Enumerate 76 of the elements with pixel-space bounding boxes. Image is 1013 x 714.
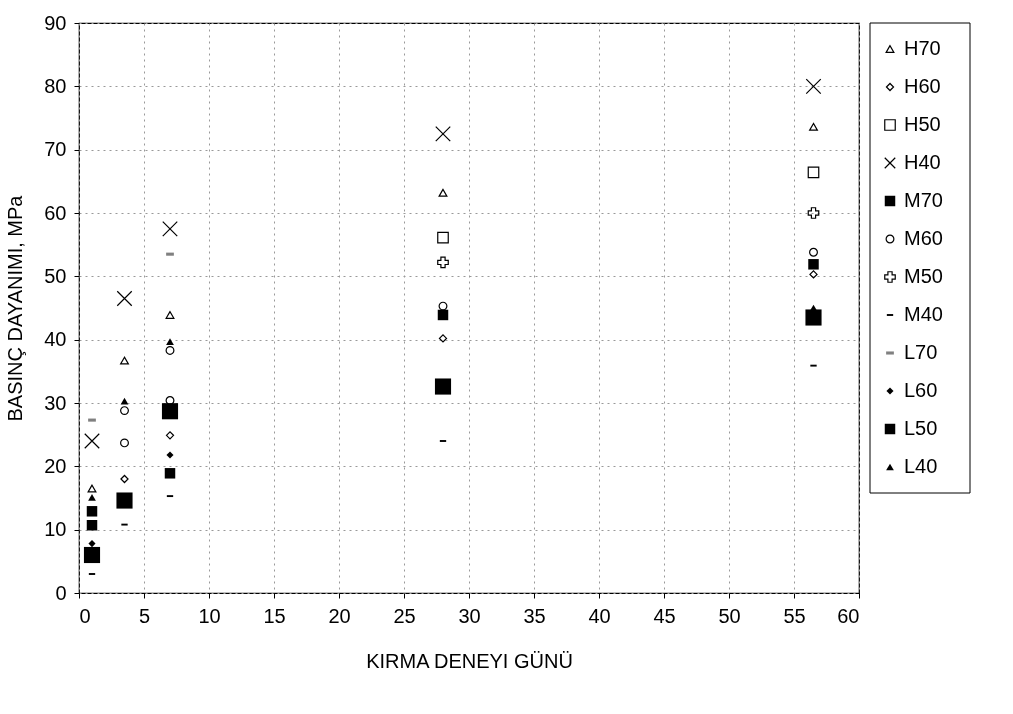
point (166, 451, 174, 459)
y-tick-label: 0 (55, 581, 67, 604)
x-tick-label: 35 (523, 604, 546, 627)
point (120, 438, 129, 448)
y-tick-label: 30 (44, 391, 67, 414)
point (166, 338, 174, 345)
point (164, 468, 176, 479)
point (438, 188, 448, 197)
x-tick-label: 45 (653, 604, 676, 627)
point (116, 492, 133, 509)
point (435, 125, 451, 142)
x-tick-label: 55 (783, 604, 806, 627)
x-tick-label: 15 (263, 604, 286, 627)
x-axis-title: KIRMA DENEYI GÜNÜ (366, 649, 573, 672)
point (120, 397, 129, 405)
point (86, 519, 98, 531)
legend-label: L50 (904, 417, 938, 439)
point (437, 309, 449, 321)
legend-label: H70 (904, 37, 941, 59)
point (438, 301, 448, 311)
point (162, 220, 178, 237)
legend-label: H50 (904, 113, 941, 135)
legend-label: L60 (904, 379, 938, 401)
legend-label: M50 (904, 265, 943, 287)
point (438, 334, 448, 343)
y-tick-label: 20 (44, 454, 67, 477)
y-axis-title: BASINÇ DAYANIMI, MPa (4, 194, 27, 422)
point (808, 259, 819, 270)
point (120, 406, 129, 416)
legend-label: M60 (904, 227, 943, 249)
x-tick-label: 25 (393, 604, 416, 627)
legend-label: M40 (904, 303, 943, 325)
y-tick-label: 50 (44, 264, 67, 287)
legend-label: H40 (904, 151, 941, 173)
y-tick-label: 60 (44, 201, 67, 224)
point (87, 484, 97, 493)
point (120, 356, 129, 365)
x-tick-label: 10 (198, 604, 221, 627)
y-tick-label: 70 (44, 138, 67, 161)
point (165, 345, 175, 355)
legend-label: H60 (904, 75, 941, 97)
point (165, 311, 175, 319)
point (88, 540, 96, 548)
point (120, 474, 129, 484)
point (165, 431, 175, 440)
point (809, 122, 818, 131)
point (809, 247, 818, 257)
point (807, 166, 820, 179)
y-tick-label: 40 (44, 328, 67, 351)
point (805, 309, 822, 326)
x-tick-label: 5 (138, 604, 151, 627)
point (434, 378, 452, 395)
x-tick-label: 60 (837, 604, 860, 627)
legend-label: L40 (904, 455, 938, 477)
point (83, 546, 101, 564)
point (805, 78, 822, 95)
point (116, 290, 133, 307)
x-tick-label: 50 (718, 604, 741, 627)
y-tick-label: 90 (44, 11, 67, 34)
point (809, 270, 818, 279)
x-tick-label: 30 (458, 604, 481, 627)
point (88, 494, 96, 501)
point (86, 506, 98, 517)
legend-label: M70 (904, 189, 943, 211)
y-tick-label: 80 (44, 74, 67, 97)
point (165, 396, 175, 405)
y-tick-label: 10 (44, 518, 67, 541)
point (437, 256, 449, 269)
x-tick-label: 20 (328, 604, 351, 627)
point (84, 433, 100, 449)
point (161, 403, 179, 420)
point (437, 231, 449, 244)
legend-label: L70 (904, 341, 938, 363)
point (807, 207, 820, 219)
x-tick-label: 40 (588, 604, 611, 627)
x-tick-label: 0 (79, 604, 91, 627)
